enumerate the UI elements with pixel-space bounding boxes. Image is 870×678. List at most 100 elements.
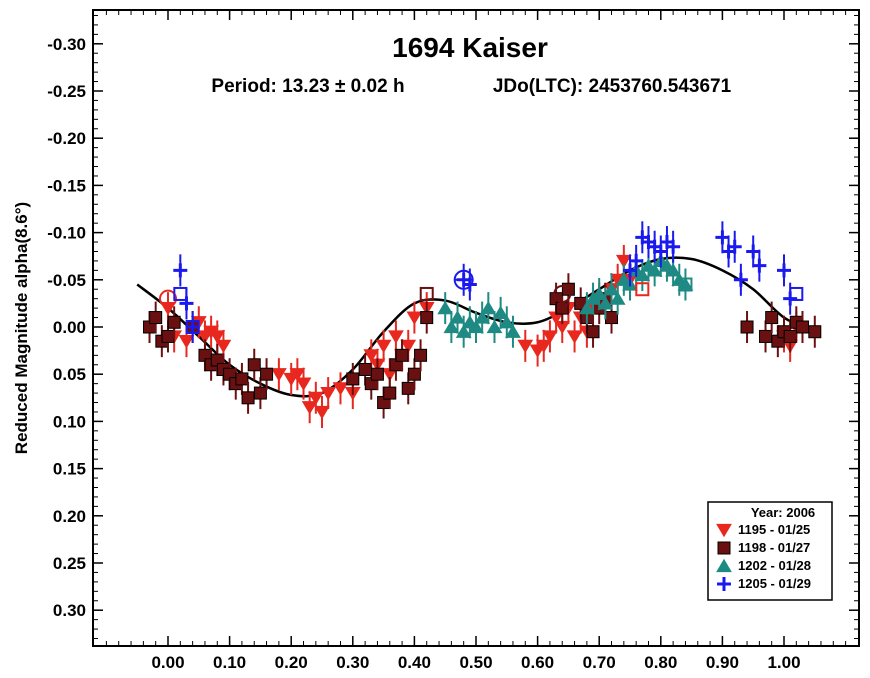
data-point bbox=[623, 263, 637, 278]
data-point bbox=[375, 339, 392, 354]
data-point bbox=[320, 386, 337, 401]
data-point bbox=[346, 372, 360, 386]
legend-label: 1205 - 01/29 bbox=[738, 576, 811, 591]
data-point bbox=[235, 372, 249, 386]
data-point bbox=[629, 253, 644, 268]
legend-label: 1198 - 01/27 bbox=[738, 540, 810, 555]
data-point bbox=[586, 325, 600, 339]
x-tick-label: 0.50 bbox=[459, 653, 492, 672]
data-point bbox=[492, 305, 509, 319]
legend-marker bbox=[716, 558, 732, 573]
y-tick-labels: -0.30 -0.25 -0.20 -0.15 -0.10 -0.05 0.00 0.05 0.… bbox=[47, 35, 86, 620]
data-point bbox=[173, 263, 188, 278]
y-tick-label: -0.10 bbox=[47, 224, 86, 243]
data-point bbox=[414, 348, 428, 362]
open-markers bbox=[159, 269, 804, 334]
data-point bbox=[555, 301, 569, 315]
x-tick-label: 0.40 bbox=[398, 653, 431, 672]
data-point bbox=[420, 311, 434, 325]
legend-marker bbox=[716, 523, 732, 538]
x-tick-label: 0.20 bbox=[275, 653, 308, 672]
epoch-label: JDo(LTC): 2453760.543671 bbox=[493, 76, 732, 97]
data-point bbox=[498, 314, 515, 329]
data-point bbox=[301, 401, 318, 415]
period-label: Period: 13.23 ± 0.02 h bbox=[211, 76, 404, 97]
data-point bbox=[653, 244, 668, 259]
data-point bbox=[455, 324, 472, 338]
data-point bbox=[542, 330, 558, 344]
data-point bbox=[634, 267, 651, 282]
data-point bbox=[474, 310, 491, 324]
data-point bbox=[752, 258, 767, 273]
x-tick-label: 0.60 bbox=[521, 653, 554, 672]
data-point bbox=[167, 315, 181, 329]
data-point bbox=[209, 330, 226, 344]
data-point bbox=[449, 310, 466, 324]
open-marker bbox=[789, 286, 804, 301]
data-point bbox=[727, 239, 742, 254]
data-point bbox=[406, 311, 423, 325]
data-point bbox=[591, 286, 608, 301]
data-point bbox=[646, 263, 663, 277]
data-point bbox=[603, 281, 620, 296]
data-point bbox=[307, 391, 324, 406]
data-point bbox=[437, 300, 454, 315]
open-marker bbox=[678, 277, 693, 292]
y-tick-label: 0.15 bbox=[53, 460, 86, 479]
y-tick-label: 0.30 bbox=[53, 601, 86, 620]
data-point bbox=[289, 368, 306, 382]
data-point bbox=[765, 311, 779, 325]
y-tick-label: -0.15 bbox=[47, 176, 86, 195]
data-point bbox=[314, 405, 330, 420]
data-point bbox=[443, 319, 460, 334]
data-point bbox=[370, 367, 384, 381]
data-point bbox=[579, 300, 595, 315]
data-point bbox=[271, 368, 287, 382]
legend-label: 1202 - 01/28 bbox=[738, 558, 811, 573]
data-point bbox=[241, 391, 255, 405]
data-point bbox=[808, 325, 822, 339]
legend-marker bbox=[717, 541, 731, 555]
y-axis-label: Reduced Magnitude alpha(8.6°) bbox=[12, 202, 31, 454]
open-marker bbox=[159, 289, 177, 308]
y-tick-label: 0.10 bbox=[53, 412, 86, 431]
data-point bbox=[185, 320, 200, 334]
data-point bbox=[746, 244, 761, 259]
x-tick-label: 0.80 bbox=[644, 653, 677, 672]
open-marker bbox=[173, 286, 188, 301]
data-point bbox=[161, 329, 175, 343]
data-point bbox=[715, 230, 730, 245]
open-marker bbox=[553, 284, 572, 303]
legend: Year: 2006 1195 - 01/25 1198 - 01/27 1202 … bbox=[707, 501, 833, 601]
y-tick-label: 0.00 bbox=[53, 318, 86, 337]
data-point bbox=[363, 349, 380, 363]
x-tick-label: 0.00 bbox=[151, 653, 184, 672]
x-tick-labels: 0.00 0.10 0.20 0.30 0.40 0.50 0.60 0.70 0.80 0.90… bbox=[151, 653, 800, 672]
y-tick-label: -0.30 bbox=[47, 35, 86, 54]
data-point bbox=[332, 382, 349, 396]
data-point bbox=[149, 311, 163, 325]
data-point bbox=[733, 272, 748, 287]
legend-entries: 1195 - 01/25 1198 - 01/27 1202 - 01/28 1205… bbox=[716, 522, 811, 591]
data-points bbox=[143, 221, 822, 428]
data-point bbox=[759, 329, 773, 343]
y-tick-label: 0.25 bbox=[53, 554, 86, 573]
data-point bbox=[505, 324, 521, 338]
data-point bbox=[597, 296, 614, 310]
data-point bbox=[215, 339, 232, 354]
data-point bbox=[777, 263, 791, 278]
data-point bbox=[178, 335, 195, 349]
data-point bbox=[535, 339, 552, 354]
data-point bbox=[795, 320, 809, 334]
data-point bbox=[295, 377, 312, 391]
data-point bbox=[388, 330, 404, 344]
y-tick-label: -0.20 bbox=[47, 129, 86, 148]
legend-label: 1195 - 01/25 bbox=[738, 522, 810, 537]
y-tick-label: 0.05 bbox=[53, 365, 86, 384]
x-tick-label: 0.10 bbox=[213, 653, 246, 672]
data-point bbox=[480, 300, 497, 315]
data-point bbox=[566, 330, 583, 344]
data-point bbox=[615, 254, 632, 269]
data-point bbox=[247, 358, 261, 372]
